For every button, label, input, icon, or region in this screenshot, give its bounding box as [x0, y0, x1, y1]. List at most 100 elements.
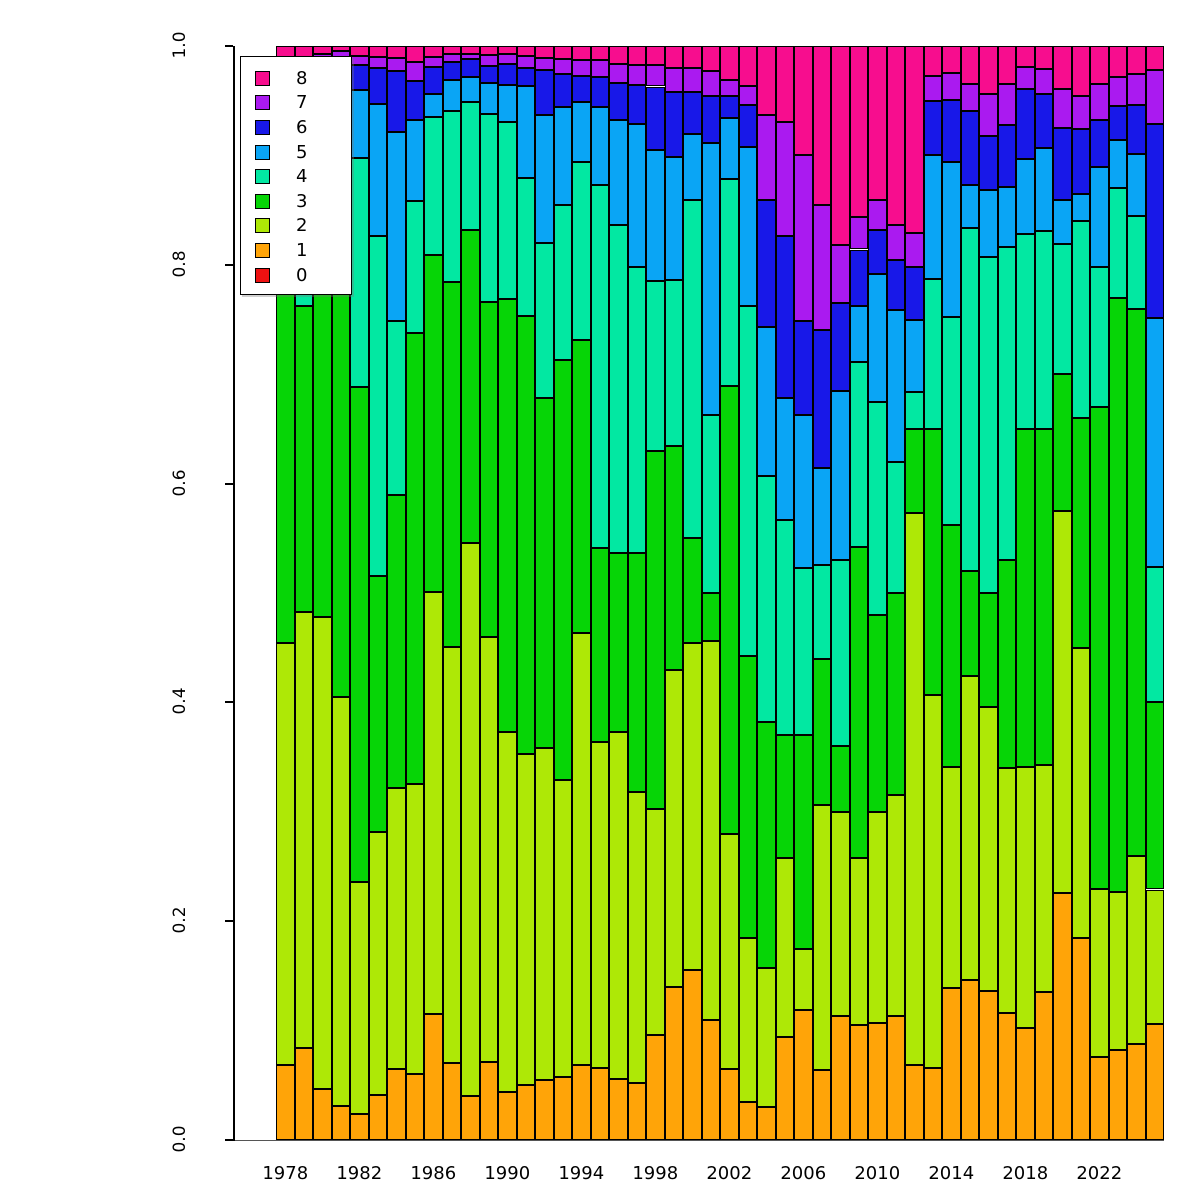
bar-segment-class-2	[424, 591, 443, 1015]
bar-segment-class-1	[479, 1062, 498, 1140]
bar-2019	[1034, 46, 1053, 1140]
bar-segment-class-3	[498, 298, 517, 732]
bar-segment-class-3	[627, 552, 646, 793]
bar-segment-class-3	[1108, 297, 1127, 892]
legend-item-3: 3	[255, 189, 351, 214]
bar-segment-class-4	[683, 200, 702, 539]
legend-swatch-icon	[255, 218, 270, 234]
bar-segment-class-4	[516, 178, 535, 317]
bar-segment-class-5	[553, 107, 572, 205]
bar-segment-class-4	[923, 279, 942, 429]
bar-segment-class-1	[609, 1078, 628, 1140]
bar-segment-class-7	[442, 53, 461, 63]
legend-label: 6	[296, 116, 308, 138]
legend-item-4: 4	[255, 164, 351, 189]
bar-segment-class-6	[923, 100, 942, 156]
bar-segment-class-5	[1145, 318, 1164, 567]
bar-segment-class-7	[923, 75, 942, 101]
bar-segment-class-2	[1034, 764, 1053, 993]
bar-segment-class-5	[775, 398, 794, 520]
bar-1988	[461, 46, 480, 1140]
bar-segment-class-3	[609, 552, 628, 732]
bar-1997	[627, 46, 646, 1140]
bar-2015	[960, 46, 979, 1140]
bar-segment-class-5	[757, 327, 776, 476]
bar-segment-class-8	[720, 46, 739, 80]
y-tick	[225, 1139, 233, 1141]
bar-segment-class-1	[720, 1068, 739, 1140]
bar-segment-class-8	[683, 46, 702, 68]
bar-segment-class-6	[831, 303, 850, 391]
bar-segment-class-2	[720, 833, 739, 1069]
legend-item-5: 5	[255, 140, 351, 165]
bar-segment-class-3	[331, 292, 350, 697]
bar-segment-class-4	[849, 362, 868, 548]
bar-1990	[498, 46, 517, 1140]
bar-segment-class-3	[942, 525, 961, 767]
bar-segment-class-4	[905, 391, 924, 429]
bar-segment-class-6	[405, 81, 424, 121]
bar-segment-class-5	[997, 187, 1016, 248]
bar-segment-class-6	[553, 74, 572, 108]
bar-segment-class-1	[849, 1025, 868, 1140]
bar-segment-class-5	[1034, 147, 1053, 231]
bar-segment-class-4	[590, 184, 609, 549]
bar-segment-class-6	[646, 86, 665, 150]
bar-segment-class-6	[1145, 123, 1164, 319]
bar-segment-class-4	[720, 179, 739, 387]
bar-segment-class-3	[590, 548, 609, 742]
bar-segment-class-1	[498, 1091, 517, 1140]
bar-segment-class-2	[886, 795, 905, 1017]
bar-2025	[1145, 46, 1164, 1140]
bar-segment-class-4	[1127, 215, 1146, 309]
bar-segment-class-6	[868, 229, 887, 274]
bar-1987	[442, 46, 461, 1140]
bar-segment-class-4	[405, 201, 424, 333]
bar-1986	[424, 46, 443, 1140]
bar-segment-class-8	[350, 46, 369, 56]
bar-2006	[794, 46, 813, 1140]
bar-segment-class-3	[868, 614, 887, 812]
x-tick-label-1986: 1986	[410, 1163, 457, 1184]
bar-segment-class-3	[794, 735, 813, 949]
bar-segment-class-1	[535, 1079, 554, 1140]
bar-2005	[775, 46, 794, 1140]
bar-segment-class-8	[461, 46, 480, 54]
bar-segment-class-2	[350, 881, 369, 1114]
bar-segment-class-2	[535, 748, 554, 1080]
bar-segment-class-3	[1053, 374, 1072, 511]
bar-segment-class-7	[1108, 76, 1127, 107]
bar-2000	[683, 46, 702, 1140]
bar-2007	[812, 46, 831, 1140]
bar-segment-class-1	[664, 986, 683, 1140]
bar-segment-class-4	[442, 110, 461, 283]
bar-segment-class-1	[294, 1048, 313, 1140]
bar-segment-class-1	[442, 1063, 461, 1140]
bar-segment-class-8	[757, 46, 776, 115]
bar-segment-class-5	[942, 161, 961, 318]
bar-segment-class-8	[701, 46, 720, 72]
bar-segment-class-6	[1071, 129, 1090, 194]
bar-2008	[831, 46, 850, 1140]
bar-segment-class-5	[498, 85, 517, 122]
bar-segment-class-4	[609, 225, 628, 553]
bar-segment-class-5	[664, 156, 683, 281]
bar-segment-class-5	[683, 133, 702, 201]
bar-segment-class-8	[979, 46, 998, 95]
bar-segment-class-1	[775, 1037, 794, 1140]
bar-segment-class-5	[831, 390, 850, 561]
bar-segment-class-4	[757, 475, 776, 723]
x-axis-line	[235, 1140, 1164, 1141]
bar-segment-class-2	[331, 696, 350, 1107]
legend-swatch-icon	[255, 119, 270, 135]
bar-segment-class-3	[442, 282, 461, 647]
bar-segment-class-7	[1145, 70, 1164, 124]
bar-segment-class-1	[424, 1014, 443, 1140]
bar-segment-class-8	[424, 46, 443, 57]
legend-swatch-icon	[255, 193, 270, 209]
bar-segment-class-7	[683, 67, 702, 92]
y-tick-label: 0.0	[170, 1125, 190, 1153]
bar-segment-class-4	[812, 564, 831, 659]
y-tick-label: 0.4	[170, 687, 190, 715]
bar-segment-class-2	[868, 811, 887, 1023]
